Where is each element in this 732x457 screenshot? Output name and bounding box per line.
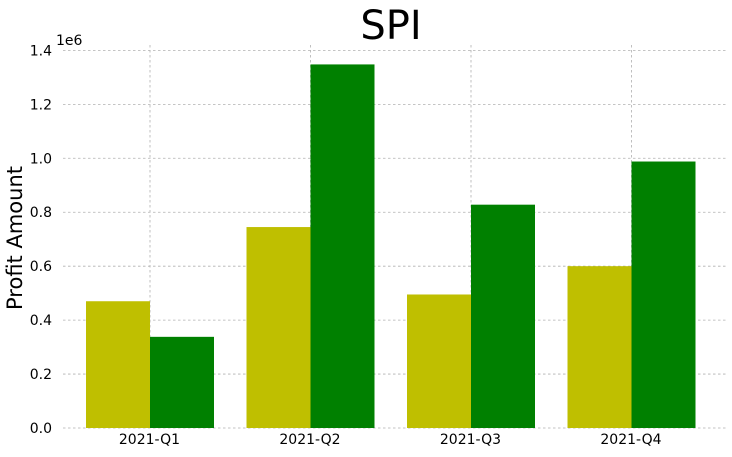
bar	[86, 301, 150, 428]
y-tick-label: 0.2	[30, 367, 52, 383]
bar	[407, 294, 471, 428]
bar-layer	[86, 64, 696, 429]
x-tick-label: 2021-Q3	[440, 432, 501, 448]
bar	[246, 227, 311, 428]
y-tick-label: 0.0	[30, 421, 52, 437]
y-tick-label: 1.2	[30, 97, 52, 113]
x-tick-label: 2021-Q4	[600, 432, 661, 448]
y-axis-offset-label: 1e6	[56, 33, 83, 49]
chart-title: SPI	[360, 3, 421, 49]
y-tick-label: 0.4	[30, 313, 52, 329]
y-tick-label: 1.4	[30, 43, 52, 59]
y-tick-label: 0.8	[30, 205, 52, 221]
x-tick-label: 2021-Q2	[279, 432, 340, 448]
tick-layer: 0.0 0.2 0.4 0.6 0.8 1.0 1.2 1.4 2021-Q1 2021-Q2 20…	[30, 43, 662, 448]
x-tick-label: 2021-Q1	[119, 432, 180, 448]
y-tick-label: 1.0	[30, 151, 52, 167]
bar	[567, 266, 632, 428]
bar	[471, 204, 535, 428]
y-axis-label: Profit Amount	[3, 166, 27, 310]
bar	[631, 161, 696, 428]
bar	[150, 336, 214, 428]
bar	[310, 64, 375, 429]
y-tick-label: 0.6	[30, 259, 52, 275]
